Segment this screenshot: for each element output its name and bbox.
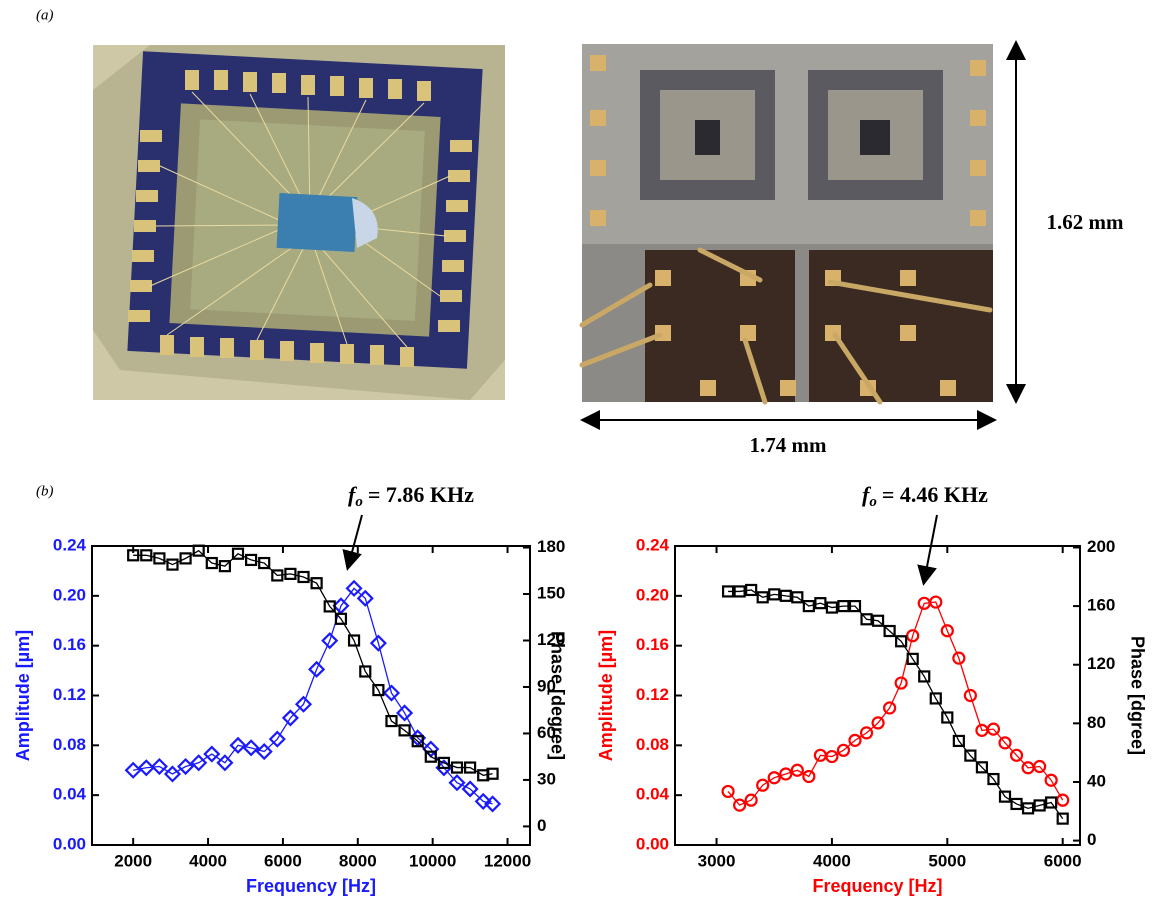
panel-label: (a) <box>36 7 54 23</box>
x-axis-title: Frequency [Hz] <box>812 876 942 896</box>
y-tick-label: 0.16 <box>53 635 86 654</box>
annotation-part: = 4.46 KHz <box>882 482 988 507</box>
annotation: fo= 4.46 KHz <box>862 482 988 510</box>
y-tick-label: 0.08 <box>53 735 86 754</box>
plot-frame <box>92 546 530 845</box>
y2-tick-label: 0 <box>1087 830 1096 849</box>
x-tick-label: 2000 <box>114 851 152 870</box>
dimension-label: 1.74 mm <box>750 433 827 457</box>
y2-tick-label: 180 <box>537 537 565 556</box>
series-line <box>728 590 1063 819</box>
y-tick-label: 0.12 <box>636 685 669 704</box>
y-tick-label: 0.08 <box>636 735 669 754</box>
annotation-part: = 7.86 KHz <box>368 482 474 507</box>
y2-axis-title: Phase [dgree] <box>1127 636 1147 755</box>
y-tick-label: 0.00 <box>636 834 669 853</box>
y-tick-label: 0.24 <box>53 535 87 554</box>
y2-tick-label: 40 <box>1087 771 1106 790</box>
y-tick-label: 0.04 <box>636 785 670 804</box>
y-tick-label: 0.16 <box>636 635 669 654</box>
annotation: fo= 7.86 KHz <box>348 482 474 510</box>
x-tick-label: 4000 <box>813 851 851 870</box>
x-axis-title: Frequency [Hz] <box>246 876 376 896</box>
y2-tick-label: 0 <box>537 816 546 835</box>
x-tick-label: 6000 <box>1044 851 1082 870</box>
x-tick-label: 4000 <box>189 851 227 870</box>
y2-tick-label: 160 <box>1087 596 1115 615</box>
y2-axis-title: Phase [degree] <box>547 631 567 760</box>
x-tick-label: 12000 <box>484 851 531 870</box>
annotation-arrow <box>924 515 937 582</box>
y-axis-title: Amplitude [µm] <box>13 630 33 761</box>
die-photo <box>582 44 993 402</box>
series-line <box>133 551 492 776</box>
annotation-part: o <box>869 494 877 510</box>
y-tick-label: 0.00 <box>53 834 86 853</box>
annotation-part: o <box>355 494 363 510</box>
y-axis-title: Amplitude [µm] <box>596 630 616 761</box>
x-tick-label: 10000 <box>409 851 456 870</box>
y2-tick-label: 120 <box>1087 654 1115 673</box>
y2-tick-label: 30 <box>537 769 556 788</box>
y2-tick-label: 80 <box>1087 713 1106 732</box>
figure: (a) (b) <box>0 0 1152 908</box>
x-tick-label: 5000 <box>928 851 966 870</box>
x-tick-label: 3000 <box>698 851 736 870</box>
y-tick-label: 0.04 <box>53 785 87 804</box>
y2-tick-label: 150 <box>537 584 565 603</box>
x-tick-label: 8000 <box>339 851 377 870</box>
y-tick-label: 0.20 <box>53 585 86 604</box>
annotation-arrow <box>348 515 362 567</box>
package-photo <box>93 45 505 400</box>
x-tick-label: 6000 <box>264 851 302 870</box>
panel-label: (b) <box>36 483 54 499</box>
y-tick-label: 0.20 <box>636 585 669 604</box>
y2-tick-label: 200 <box>1087 537 1115 556</box>
y-tick-label: 0.24 <box>636 535 670 554</box>
dimension-label: 1.62 mm <box>1047 210 1124 234</box>
y-tick-label: 0.12 <box>53 685 86 704</box>
